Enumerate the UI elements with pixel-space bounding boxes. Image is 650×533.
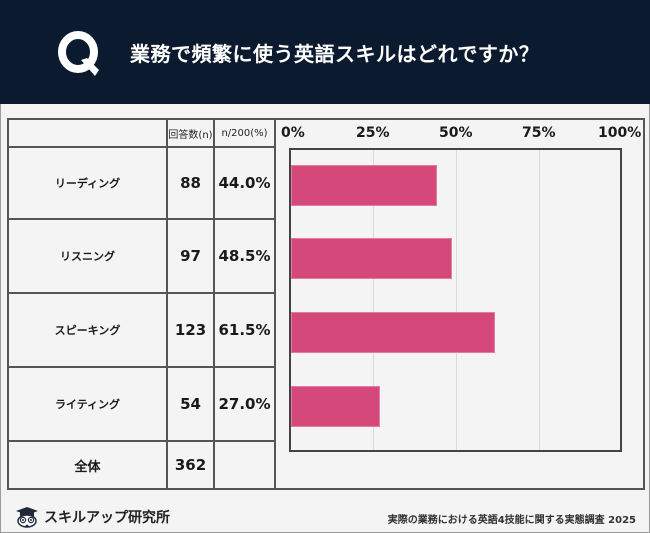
results-table: 回答数(n) n/200(%) リーディング 88 44.0% リスニング 97… <box>7 118 645 490</box>
divider <box>274 120 276 488</box>
gridline <box>456 150 457 450</box>
bar-0 <box>291 164 437 206</box>
brand-logo: スキルアップ研究所 <box>14 506 170 528</box>
bar-3 <box>291 385 381 427</box>
axis-tick: 50% <box>439 125 473 141</box>
row-count: 54 <box>180 395 201 413</box>
owl-graduate-icon <box>16 507 38 528</box>
row-label: リーディング <box>54 177 121 190</box>
column-header-percent: n/200(%) <box>221 127 268 139</box>
brand-name: スキルアップ研究所 <box>44 510 170 526</box>
axis-tick: 25% <box>356 125 390 141</box>
row-label: リスニング <box>60 250 115 263</box>
row-label: スピーキング <box>54 324 121 337</box>
total-label: 全体 <box>74 459 101 475</box>
divider <box>9 292 276 294</box>
axis-tick: 0% <box>281 125 305 141</box>
row-count: 97 <box>180 247 201 265</box>
row-count: 123 <box>174 321 207 339</box>
question-header: 業務で頻繁に使う英語スキルはどれですか？ <box>0 0 650 104</box>
bar-chart-plot <box>289 148 622 452</box>
divider <box>9 440 276 442</box>
divider <box>166 120 168 488</box>
survey-caption: 実際の業務における英語4技能に関する実態調査 2025 <box>387 515 636 526</box>
row-count: 88 <box>180 174 201 192</box>
axis-tick: 75% <box>522 125 556 141</box>
gridline <box>373 150 374 450</box>
total-count: 362 <box>174 456 207 474</box>
bar-2 <box>291 311 495 353</box>
row-label: ライティング <box>54 398 121 411</box>
axis-tick: 100% <box>598 125 642 141</box>
gridline <box>539 150 540 450</box>
row-percent: 44.0% <box>218 174 271 192</box>
divider <box>9 218 276 220</box>
row-percent: 48.5% <box>218 247 271 265</box>
divider <box>9 146 276 148</box>
q-letter-icon <box>58 31 99 76</box>
divider <box>213 120 215 488</box>
question-title: 業務で頻繁に使う英語スキルはどれですか？ <box>130 42 540 66</box>
divider <box>9 366 276 368</box>
bar-1 <box>291 237 452 279</box>
column-header-count: 回答数(n) <box>168 129 213 141</box>
row-percent: 27.0% <box>218 395 271 413</box>
row-percent: 61.5% <box>218 321 271 339</box>
